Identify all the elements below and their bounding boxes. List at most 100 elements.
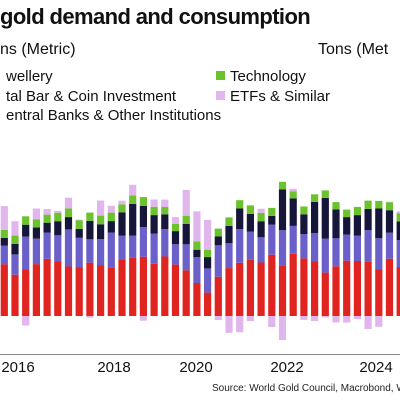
bar-central-banks-25 xyxy=(257,221,265,238)
bar-etfs-12 xyxy=(118,200,126,205)
bar-bar-coin-3 xyxy=(22,236,30,270)
bar-jewellery-10 xyxy=(97,265,105,316)
bar-bar-coin-1 xyxy=(0,245,8,265)
bar-etfs-24 xyxy=(246,316,254,322)
bar-bar-coin-10 xyxy=(97,239,105,266)
bar-jewellery-37 xyxy=(385,258,394,316)
bar-jewellery-17 xyxy=(171,264,180,316)
x-tick-label-2024: 2024 xyxy=(359,359,392,376)
bar-etfs-27 xyxy=(278,316,287,340)
bar-central-banks-35 xyxy=(364,208,372,231)
bar-central-banks-30 xyxy=(311,201,319,233)
bar-central-banks-19 xyxy=(193,249,201,258)
x-tick-label-2020: 2020 xyxy=(179,359,212,376)
bar-jewellery-24 xyxy=(246,259,254,316)
bar-central-banks-4 xyxy=(32,227,40,239)
bar-bar-coin-25 xyxy=(257,237,265,263)
bar-jewellery-34 xyxy=(353,261,361,316)
legend-swatch-etfs xyxy=(216,91,225,100)
bar-jewellery-12 xyxy=(118,260,126,316)
bar-technology-13 xyxy=(129,195,137,204)
bar-jewellery-35 xyxy=(364,261,372,316)
legend-label-central-banks: entral Banks & Other Institutions xyxy=(6,107,222,124)
bar-etfs-18 xyxy=(182,189,190,216)
bar-technology-2 xyxy=(11,235,19,244)
bar-jewellery-4 xyxy=(32,264,40,316)
bar-technology-15 xyxy=(150,206,158,216)
bar-bar-coin-38 xyxy=(396,240,400,267)
bar-bar-coin-8 xyxy=(75,237,83,268)
bar-technology-3 xyxy=(22,216,30,225)
legend-bar-coin: tal Bar & Coin Investment xyxy=(6,88,176,105)
bar-technology-5 xyxy=(43,214,51,223)
bar-jewellery-9 xyxy=(86,262,94,316)
bar-technology-27 xyxy=(278,181,287,190)
bar-etfs-38 xyxy=(396,211,400,214)
bar-bar-coin-30 xyxy=(311,233,319,262)
bar-bar-coin-13 xyxy=(129,235,137,258)
bar-bar-coin-23 xyxy=(236,229,244,263)
bar-technology-37 xyxy=(385,202,394,211)
bar-etfs-7 xyxy=(64,197,73,209)
bar-central-banks-38 xyxy=(396,221,400,241)
bar-jewellery-18 xyxy=(182,270,190,316)
bar-central-banks-17 xyxy=(171,231,180,245)
legend-jewellery: wellery xyxy=(6,68,53,85)
bar-etfs-16 xyxy=(161,199,169,207)
bar-etfs-21 xyxy=(214,316,222,320)
bar-technology-4 xyxy=(32,219,40,228)
bar-bar-coin-33 xyxy=(343,234,351,261)
bar-jewellery-14 xyxy=(139,256,147,316)
bar-technology-12 xyxy=(118,204,126,213)
bar-central-banks-32 xyxy=(332,209,340,239)
bar-central-banks-27 xyxy=(278,189,287,231)
source-note: Source: World Gold Council, Macrobond, W xyxy=(212,383,400,394)
bar-technology-18 xyxy=(182,215,190,224)
y-axis-label-left: ns (Metric) xyxy=(0,41,76,58)
bar-bar-coin-18 xyxy=(182,244,190,271)
bar-jewellery-31 xyxy=(321,272,329,316)
bar-bar-coin-14 xyxy=(139,227,147,257)
bar-technology-25 xyxy=(257,212,265,222)
bar-central-banks-21 xyxy=(214,236,222,246)
bar-central-banks-8 xyxy=(75,228,83,238)
bar-jewellery-7 xyxy=(64,266,73,316)
bar-bar-coin-9 xyxy=(86,239,94,263)
bar-central-banks-5 xyxy=(43,222,51,233)
bar-technology-1 xyxy=(0,229,8,238)
bar-etfs-8 xyxy=(75,219,83,221)
bar-etfs-25 xyxy=(257,208,265,213)
bar-jewellery-29 xyxy=(300,258,308,316)
bar-technology-32 xyxy=(332,202,340,210)
bar-jewellery-22 xyxy=(225,268,233,316)
bar-jewellery-16 xyxy=(161,256,169,316)
bar-etfs-10 xyxy=(97,200,105,216)
bar-central-banks-33 xyxy=(343,217,351,235)
bar-jewellery-28 xyxy=(289,253,297,316)
bar-central-banks-14 xyxy=(139,205,147,228)
bar-jewellery-36 xyxy=(375,269,383,316)
legend-technology: Technology xyxy=(216,68,306,85)
bar-bar-coin-26 xyxy=(268,224,276,255)
bar-etfs-30 xyxy=(311,316,319,321)
bar-jewellery-27 xyxy=(278,265,287,316)
bar-bar-coin-37 xyxy=(385,232,394,259)
bar-etfs-9 xyxy=(86,316,94,318)
bar-etfs-31 xyxy=(321,316,329,318)
legend-label-bar-coin: tal Bar & Coin Investment xyxy=(6,88,177,105)
bar-central-banks-26 xyxy=(268,215,276,225)
bar-technology-33 xyxy=(343,209,351,218)
bar-bar-coin-21 xyxy=(214,245,222,277)
bar-central-banks-34 xyxy=(353,215,361,236)
bar-bar-coin-5 xyxy=(43,232,51,259)
bar-etfs-15 xyxy=(150,199,158,207)
bar-central-banks-29 xyxy=(300,214,308,235)
bar-jewellery-2 xyxy=(11,274,19,316)
bar-jewellery-11 xyxy=(107,267,115,316)
bar-technology-8 xyxy=(75,220,83,229)
bar-central-banks-10 xyxy=(97,224,105,240)
bar-central-banks-28 xyxy=(289,198,297,226)
bar-central-banks-16 xyxy=(161,214,169,229)
bar-technology-10 xyxy=(97,215,105,225)
